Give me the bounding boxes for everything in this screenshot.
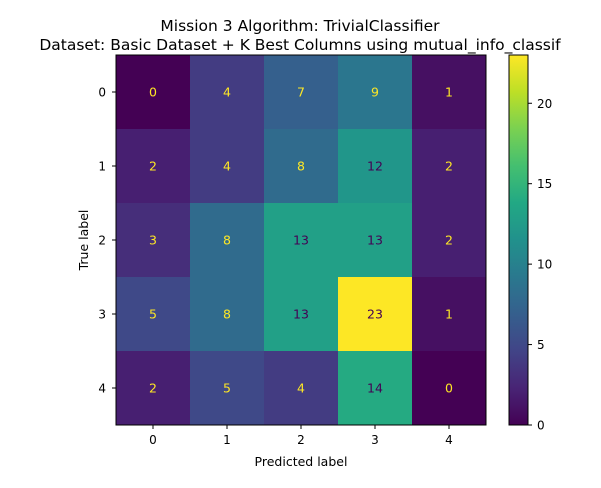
cell-value-label: 14: [367, 381, 383, 396]
heatmap-cell: [190, 203, 264, 277]
heatmap-cell: [116, 277, 190, 351]
cell-value-label: 1: [445, 85, 453, 100]
cell-value-label: 7: [297, 85, 305, 100]
colorbar-tick-label: 0: [537, 419, 545, 433]
cell-value-label: 23: [367, 307, 383, 322]
y-tick-label: 1: [98, 160, 106, 174]
cell-value-label: 2: [445, 233, 453, 248]
cell-value-label: 3: [149, 233, 157, 248]
cell-value-label: 4: [223, 85, 231, 100]
heatmap-cell: [338, 129, 412, 203]
cell-value-label: 12: [367, 159, 383, 174]
cell-value-label: 5: [223, 381, 231, 396]
x-tick-label: 4: [445, 433, 453, 447]
colorbar-tick-label: 5: [537, 338, 545, 352]
heatmap-cell: [338, 277, 412, 351]
cell-value-label: 2: [149, 159, 157, 174]
x-tick-label: 3: [371, 433, 379, 447]
heatmap-cell: [412, 203, 486, 277]
y-axis-label: True label: [76, 210, 91, 272]
y-tick-label: 4: [98, 382, 106, 396]
cell-value-label: 4: [297, 381, 305, 396]
heatmap-cell: [264, 203, 338, 277]
y-tick-label: 3: [98, 308, 106, 322]
heatmap-cell: [264, 129, 338, 203]
cell-value-label: 8: [223, 307, 231, 322]
x-tick-label: 0: [149, 433, 157, 447]
heatmap-cell: [116, 55, 190, 129]
colorbar: [508, 54, 529, 426]
x-axis-ticks: 0 1 2 3 4: [149, 425, 453, 447]
x-tick-label: 2: [297, 433, 305, 447]
heatmap-cell: [412, 277, 486, 351]
heatmap-cell: [338, 55, 412, 129]
heatmap-cell: [412, 351, 486, 425]
cell-value-label: 5: [149, 307, 157, 322]
x-axis-label: Predicted label: [255, 454, 348, 469]
colorbar-ticks: 0 5 10 15 20: [528, 97, 552, 433]
cell-value-label: 9: [371, 85, 379, 100]
heatmap-cell: [412, 129, 486, 203]
heatmap-cell-labels: 0 4 7 9 12 4 8 12 23 8 13 13 25 8 13 23 12 5 4 14 0: [149, 85, 453, 396]
chart-title-line2: Dataset: Basic Dataset + K Best Columns …: [39, 36, 561, 55]
heatmap-cells: [116, 55, 486, 425]
heatmap-cell: [116, 203, 190, 277]
cell-value-label: 13: [293, 307, 309, 322]
y-tick-label: 2: [98, 234, 106, 248]
heatmap-cell: [412, 55, 486, 129]
y-tick-label: 0: [98, 86, 106, 100]
heatmap-cell: [116, 129, 190, 203]
colorbar-tick-label: 15: [537, 177, 552, 191]
cell-value-label: 1: [445, 307, 453, 322]
heatmap-cell: [264, 277, 338, 351]
cell-value-label: 13: [367, 233, 383, 248]
heatmap-cell: [338, 351, 412, 425]
heatmap-cell: [116, 351, 190, 425]
heatmap-cell: [338, 203, 412, 277]
cell-value-label: 8: [297, 159, 305, 174]
cell-value-label: 8: [223, 233, 231, 248]
heatmap-cell: [190, 55, 264, 129]
cell-value-label: 2: [445, 159, 453, 174]
cell-value-label: 0: [149, 85, 157, 100]
heatmap-cell: [264, 55, 338, 129]
cell-value-label: 4: [223, 159, 231, 174]
heatmap-cell: [190, 129, 264, 203]
cell-value-label: 0: [445, 381, 453, 396]
colorbar-tick-label: 20: [537, 97, 552, 111]
cell-value-label: 2: [149, 381, 157, 396]
y-axis-ticks: 0 1 2 3 4: [98, 86, 116, 396]
heatmap-cell: [190, 277, 264, 351]
colorbar-tick-label: 10: [537, 258, 552, 272]
x-tick-label: 1: [223, 433, 231, 447]
chart-title-line1: Mission 3 Algorithm: TrivialClassifier: [160, 17, 440, 35]
heatmap-cell: [190, 351, 264, 425]
heatmap-cell: [264, 351, 338, 425]
cell-value-label: 13: [293, 233, 309, 248]
